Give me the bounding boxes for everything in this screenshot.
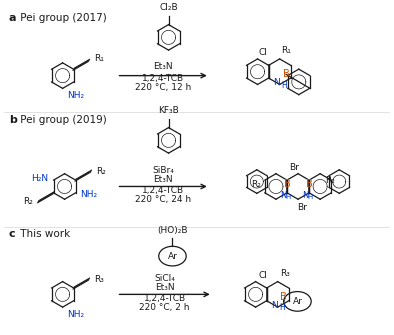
Text: H: H <box>281 81 287 90</box>
Text: Et₃N: Et₃N <box>155 283 175 292</box>
Text: NH₂: NH₂ <box>67 310 85 319</box>
Text: R₂: R₂ <box>325 176 335 185</box>
Text: Ar: Ar <box>167 252 177 261</box>
Text: B: B <box>284 179 290 189</box>
Text: B: B <box>282 69 290 79</box>
Text: This work: This work <box>17 229 71 239</box>
Text: Et₃N: Et₃N <box>153 62 173 71</box>
Text: R₃: R₃ <box>280 269 290 278</box>
Text: KF₃B: KF₃B <box>158 106 179 115</box>
Text: Cl₂B: Cl₂B <box>159 3 178 12</box>
Text: Pei group (2017): Pei group (2017) <box>17 13 107 23</box>
Text: Ar: Ar <box>292 297 302 306</box>
Text: R₂: R₂ <box>96 167 106 176</box>
Text: NH₂: NH₂ <box>80 190 98 199</box>
Text: N: N <box>273 78 280 87</box>
Text: a: a <box>9 13 16 23</box>
Text: (HO)₂B: (HO)₂B <box>157 225 188 234</box>
Text: B: B <box>306 179 312 189</box>
Text: 1,2,4-TCB: 1,2,4-TCB <box>143 294 186 303</box>
Text: Br: Br <box>297 203 307 212</box>
Text: R₁: R₁ <box>94 54 104 63</box>
Text: 1,2,4-TCB: 1,2,4-TCB <box>142 74 184 83</box>
Text: R₃: R₃ <box>94 275 104 284</box>
Text: R₂: R₂ <box>251 180 261 189</box>
Text: Pei group (2019): Pei group (2019) <box>17 115 107 125</box>
Text: N: N <box>280 191 286 200</box>
Text: H: H <box>279 303 285 312</box>
Text: R₂: R₂ <box>24 197 33 206</box>
Text: b: b <box>9 115 17 125</box>
Text: H: H <box>285 194 291 200</box>
Text: 220 °C, 2 h: 220 °C, 2 h <box>139 303 190 312</box>
Text: H₂N: H₂N <box>32 174 48 183</box>
Text: N: N <box>271 301 278 310</box>
Text: NH₂: NH₂ <box>67 91 85 100</box>
Text: Br: Br <box>289 163 299 172</box>
Text: H: H <box>307 194 313 200</box>
Text: SiCl₄: SiCl₄ <box>154 274 175 283</box>
Text: c: c <box>9 229 15 239</box>
Text: R₁: R₁ <box>282 46 292 55</box>
Text: B: B <box>280 292 287 302</box>
Text: Cl: Cl <box>258 49 267 58</box>
Text: SiBr₄: SiBr₄ <box>152 166 174 175</box>
Text: Et₃N: Et₃N <box>153 175 173 184</box>
Text: Cl: Cl <box>258 271 267 280</box>
Text: 1,2,4-TCB: 1,2,4-TCB <box>142 186 184 195</box>
Text: N: N <box>302 191 309 200</box>
Text: 220 °C, 24 h: 220 °C, 24 h <box>135 195 191 204</box>
Text: 220 °C, 12 h: 220 °C, 12 h <box>135 83 191 92</box>
